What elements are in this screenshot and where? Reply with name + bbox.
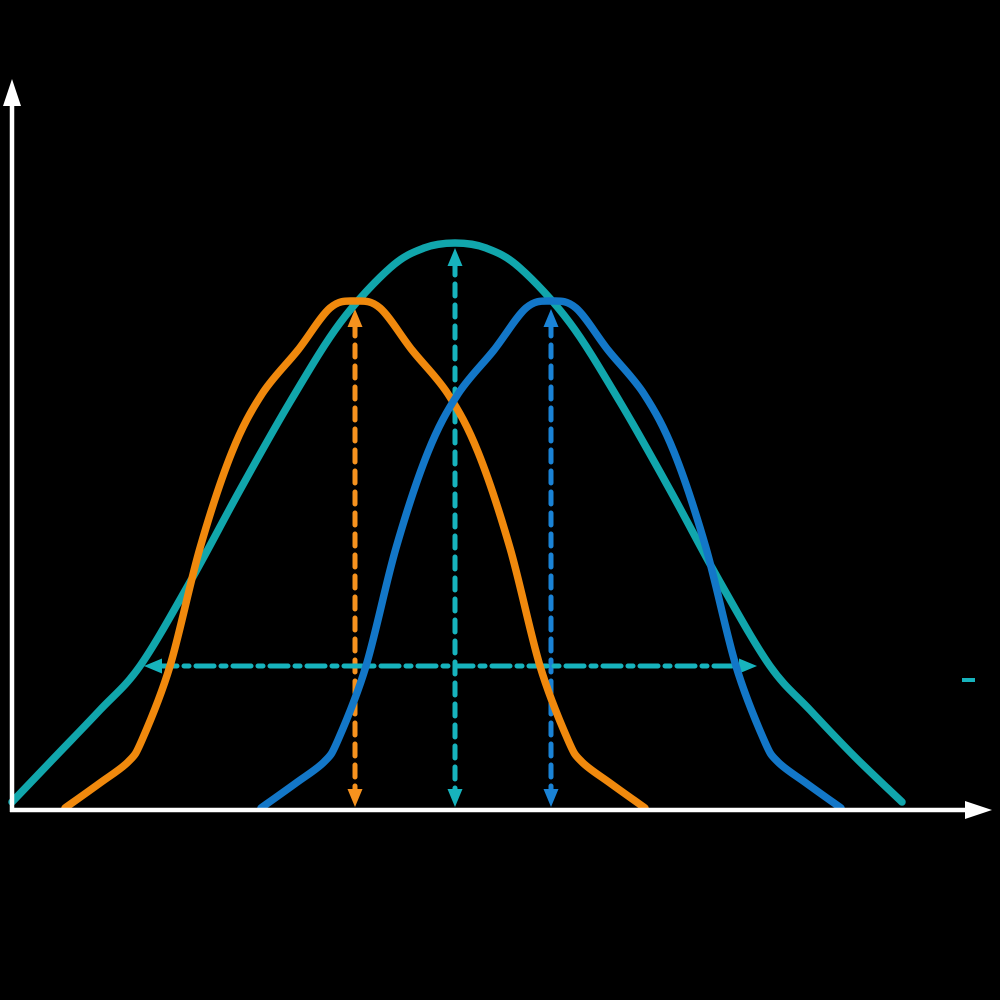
left-peak-curve xyxy=(61,297,649,812)
x-axis-arrowhead-icon xyxy=(965,801,992,819)
right-peak-curve xyxy=(257,297,845,812)
combined-envelope-curve xyxy=(8,239,906,806)
left-peak-height-arrow-top-arrowhead-icon xyxy=(347,309,363,327)
right-peak-height-arrow-top-arrowhead-icon xyxy=(543,309,559,327)
envelope-width-arrow-right-arrowhead-icon xyxy=(739,658,757,674)
left-peak-height-arrow-bottom-arrowhead-icon xyxy=(347,789,363,807)
right-peak-height-arrow-bottom-arrowhead-icon xyxy=(543,789,559,807)
y-axis-arrowhead-icon xyxy=(3,79,21,106)
envelope-peak-height-arrow-bottom-arrowhead-icon xyxy=(447,789,463,807)
envelope-width-arrow-left-arrowhead-icon xyxy=(144,658,162,674)
envelope-peak-height-arrow-top-arrowhead-icon xyxy=(447,248,463,266)
